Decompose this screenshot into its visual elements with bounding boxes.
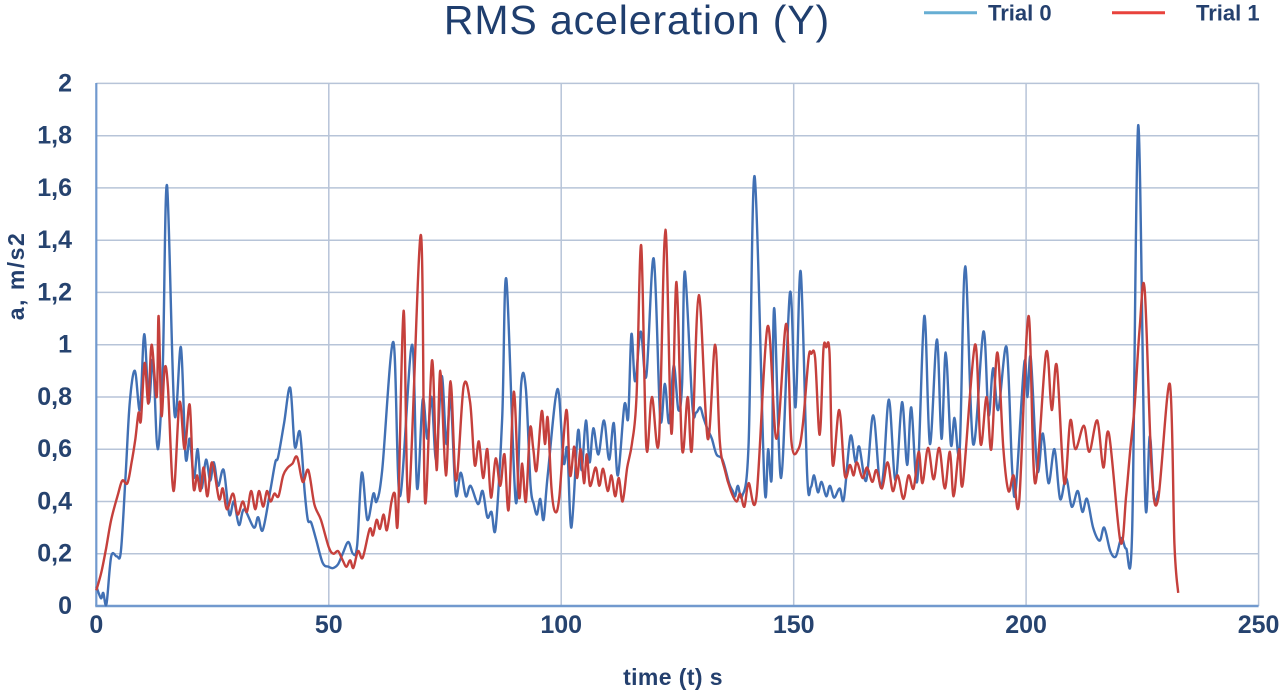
svg-text:2: 2 bbox=[58, 69, 72, 97]
svg-text:1,2: 1,2 bbox=[37, 278, 72, 306]
svg-text:50: 50 bbox=[315, 611, 343, 639]
svg-text:a, m/s2: a, m/s2 bbox=[3, 232, 29, 321]
svg-text:200: 200 bbox=[1005, 611, 1047, 639]
svg-text:0: 0 bbox=[89, 611, 103, 639]
svg-text:Trial 1: Trial 1 bbox=[1196, 1, 1260, 26]
svg-text:1,6: 1,6 bbox=[37, 174, 72, 202]
svg-text:time (t) s: time (t) s bbox=[623, 664, 723, 690]
svg-text:150: 150 bbox=[773, 611, 815, 639]
svg-text:0,8: 0,8 bbox=[37, 383, 72, 411]
svg-text:1: 1 bbox=[58, 331, 72, 359]
svg-text:0,6: 0,6 bbox=[37, 435, 72, 463]
svg-text:1,8: 1,8 bbox=[37, 122, 72, 150]
svg-text:0,2: 0,2 bbox=[37, 540, 72, 568]
svg-text:100: 100 bbox=[540, 611, 582, 639]
svg-text:0,4: 0,4 bbox=[37, 488, 72, 516]
svg-text:0: 0 bbox=[58, 592, 72, 620]
svg-text:Trial 0: Trial 0 bbox=[988, 1, 1052, 26]
svg-text:RMS aceleration (Y): RMS aceleration (Y) bbox=[444, 0, 830, 43]
svg-text:1,4: 1,4 bbox=[37, 226, 72, 254]
svg-text:250: 250 bbox=[1238, 611, 1280, 639]
